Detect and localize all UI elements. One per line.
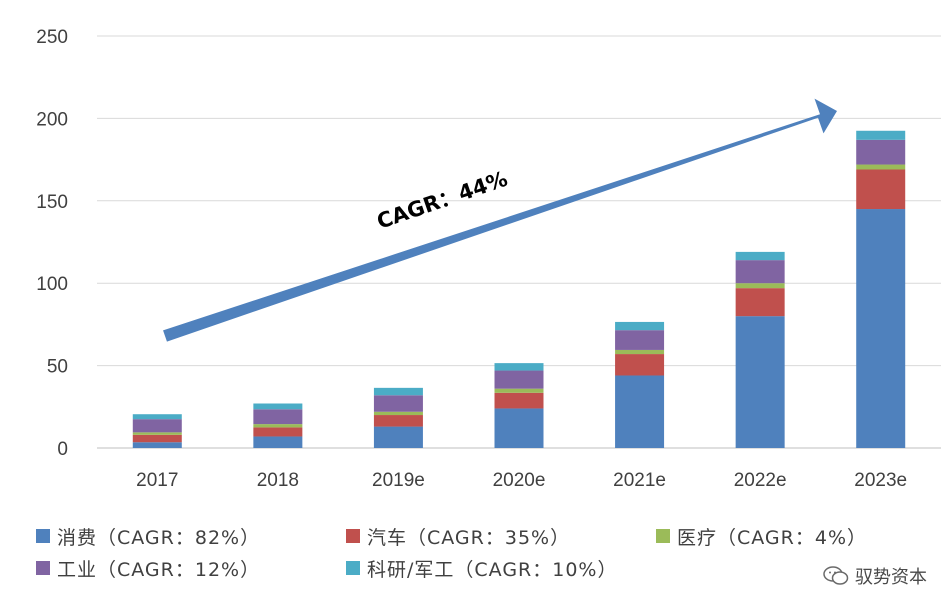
- y-tick-label: 0: [57, 439, 68, 460]
- y-tick-label: 250: [36, 27, 68, 48]
- legend-item-consumer: 消费（CAGR：82%）: [36, 520, 260, 552]
- legend-label: 科研/军工（CAGR：10%）: [367, 558, 618, 581]
- x-axis-ticks: 2017 2018 2019e 2020e 2021e 2022e 2023e: [136, 470, 907, 491]
- gridlines: [97, 35, 941, 449]
- bar-segment: [735, 288, 785, 317]
- legend-item-automotive: 汽车（CAGR：35%）: [346, 520, 570, 552]
- bar-segment: [132, 432, 182, 435]
- y-tick-label: 100: [36, 274, 68, 295]
- bar-segment: [494, 408, 544, 448]
- bar-stack-2023e: [856, 130, 906, 448]
- bar-segment: [253, 403, 303, 410]
- bar-segment: [856, 139, 906, 165]
- bar-segment: [735, 283, 785, 289]
- bar-stack-2022e: [735, 251, 785, 448]
- bar-stack-2019e: [373, 387, 423, 448]
- bar-segment: [373, 411, 423, 416]
- bar-segment: [373, 426, 423, 448]
- y-tick-label: 50: [47, 357, 68, 378]
- bar-segment: [615, 349, 665, 355]
- bar-stack-2020e: [494, 363, 544, 448]
- watermark: 驭势资本: [823, 563, 927, 589]
- x-tick-label: 2018: [257, 470, 299, 491]
- bar-segment: [494, 363, 544, 371]
- bar-segment: [373, 395, 423, 412]
- bar-stack-2018: [253, 403, 303, 448]
- bar-segment: [253, 409, 303, 425]
- bars: [132, 130, 906, 448]
- x-tick-label: 2023e: [854, 470, 907, 491]
- bar-segment: [132, 434, 182, 443]
- bar-stack-2021e: [615, 321, 665, 448]
- bar-segment: [615, 321, 665, 331]
- bar-segment: [735, 251, 785, 261]
- legend-item-research-military: 科研/军工（CAGR：10%）: [346, 552, 618, 584]
- y-tick-label: 200: [36, 109, 68, 130]
- bar-segment: [253, 427, 303, 437]
- legend-swatch: [36, 561, 50, 575]
- legend-item-medical: 医疗（CAGR：4%）: [656, 520, 867, 552]
- bar-segment: [735, 316, 785, 448]
- legend-label: 医疗（CAGR：4%）: [677, 526, 867, 549]
- legend-swatch: [346, 561, 360, 575]
- legend-label: 汽车（CAGR：35%）: [367, 526, 571, 549]
- x-tick-label: 2021e: [613, 470, 666, 491]
- legend-swatch: [36, 529, 50, 543]
- x-tick-label: 2022e: [734, 470, 787, 491]
- bar-segment: [373, 415, 423, 427]
- bar-segment: [253, 436, 303, 448]
- bar-segment: [615, 330, 665, 350]
- x-tick-label: 2020e: [493, 470, 546, 491]
- bar-segment: [615, 354, 665, 376]
- bar-segment: [494, 392, 544, 409]
- legend: 消费（CAGR：82%） 汽车（CAGR：35%） 医疗（CAGR：4%） 工业…: [36, 520, 936, 584]
- wechat-icon: [823, 566, 849, 585]
- y-tick-label: 150: [36, 192, 68, 213]
- bar-segment: [253, 424, 303, 428]
- y-axis-ticks: 0 50 100 150 200 250: [36, 27, 68, 460]
- bar-segment: [856, 130, 906, 140]
- legend-swatch: [656, 529, 670, 543]
- legend-label: 工业（CAGR：12%）: [57, 558, 261, 581]
- bar-stack-2017: [132, 414, 182, 448]
- bar-segment: [132, 414, 182, 420]
- x-tick-label: 2017: [136, 470, 178, 491]
- bar-segment: [856, 164, 906, 170]
- watermark-text: 驭势资本: [855, 567, 927, 588]
- bar-segment: [132, 419, 182, 433]
- trend-arrow: [163, 98, 838, 342]
- bar-segment: [856, 209, 906, 448]
- legend-swatch: [346, 529, 360, 543]
- bar-segment: [735, 260, 785, 284]
- bar-segment: [856, 169, 906, 210]
- bar-segment: [494, 388, 544, 393]
- bar-segment: [373, 387, 423, 396]
- bar-segment: [615, 375, 665, 448]
- x-tick-label: 2019e: [372, 470, 425, 491]
- legend-label: 消费（CAGR：82%）: [57, 526, 261, 549]
- bar-segment: [132, 442, 182, 448]
- legend-item-industrial: 工业（CAGR：12%）: [36, 552, 260, 584]
- bar-segment: [494, 370, 544, 389]
